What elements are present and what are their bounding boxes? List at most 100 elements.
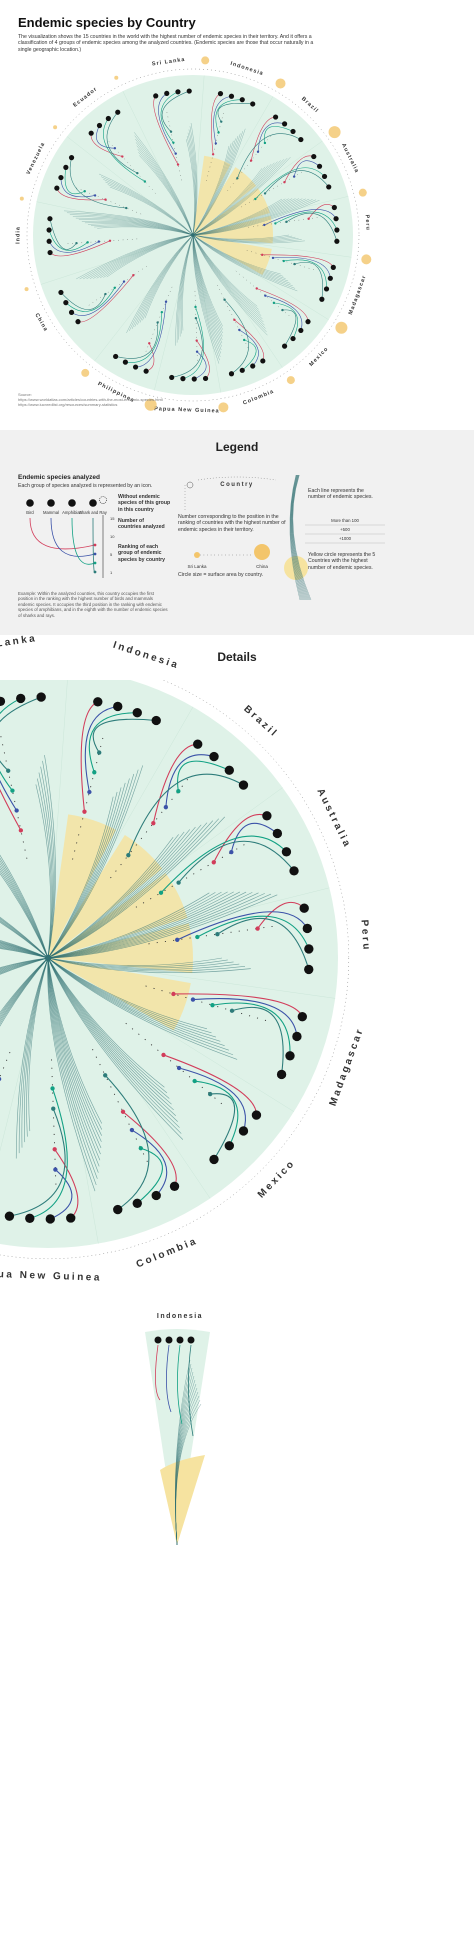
rank-dot bbox=[104, 292, 107, 296]
legend-arc bbox=[71, 517, 96, 565]
species-icon bbox=[186, 88, 192, 94]
rank-arc bbox=[197, 915, 310, 950]
rank-arc bbox=[60, 292, 106, 310]
rank-dot bbox=[229, 1008, 235, 1013]
without-text: Without endemic species of this group in… bbox=[118, 494, 171, 513]
species-icon bbox=[46, 227, 52, 233]
species-line bbox=[47, 893, 265, 959]
species-line bbox=[192, 234, 266, 329]
yellow-sector bbox=[48, 958, 191, 1031]
species-line bbox=[103, 234, 194, 278]
species-icon bbox=[193, 739, 203, 749]
species-line bbox=[0, 957, 49, 1027]
rank-dot bbox=[263, 192, 267, 195]
rank-dot bbox=[75, 241, 78, 245]
rank-dot bbox=[261, 253, 264, 257]
species-line bbox=[192, 138, 236, 236]
species-line bbox=[0, 857, 49, 959]
species-line bbox=[47, 836, 174, 959]
rank-arc bbox=[211, 93, 221, 155]
example-text: Example: Within the analyzed countries, … bbox=[18, 591, 168, 618]
rank-arc bbox=[49, 218, 77, 250]
species-line bbox=[192, 234, 264, 323]
rank-arc bbox=[131, 1129, 168, 1196]
species-icon bbox=[209, 1154, 219, 1165]
species-line bbox=[0, 957, 49, 1021]
rank-dot bbox=[51, 1106, 56, 1111]
rank-arc bbox=[213, 95, 232, 144]
species-icon bbox=[54, 185, 60, 191]
rank-dot bbox=[215, 932, 220, 937]
species-icon bbox=[228, 371, 235, 377]
country-text: Number corresponding to the position in … bbox=[178, 514, 286, 533]
species-line bbox=[134, 234, 194, 327]
species-line bbox=[47, 957, 234, 1056]
yellow-sector bbox=[193, 167, 257, 235]
rank-dot bbox=[192, 1078, 197, 1084]
rank-dot bbox=[156, 321, 159, 324]
species-line bbox=[175, 1403, 202, 1546]
species-line bbox=[47, 892, 210, 959]
legend-icon bbox=[47, 499, 55, 507]
species-line bbox=[192, 198, 296, 236]
rank-dot bbox=[53, 1167, 58, 1172]
rank-dot bbox=[97, 240, 101, 243]
species-line bbox=[42, 760, 55, 959]
species-line bbox=[0, 941, 49, 959]
rank-dot bbox=[151, 821, 156, 826]
rank-dot bbox=[220, 120, 223, 123]
rank-arc bbox=[239, 329, 259, 367]
rank-arc bbox=[264, 170, 329, 194]
axis-tick: 10 bbox=[110, 534, 115, 539]
rank-dot bbox=[176, 880, 181, 885]
rank-arc bbox=[160, 835, 287, 894]
species-line bbox=[192, 234, 268, 336]
species-line bbox=[47, 816, 226, 959]
species-line bbox=[192, 143, 232, 236]
species-line bbox=[134, 132, 194, 236]
yellow-text: Yellow circle represents the 5 Countries… bbox=[308, 552, 376, 571]
rank-dot bbox=[97, 750, 102, 755]
species-icon bbox=[176, 1336, 184, 1344]
rank-dot bbox=[103, 1073, 108, 1078]
species-line bbox=[47, 957, 178, 1122]
species-line bbox=[192, 234, 223, 344]
species-line bbox=[47, 893, 272, 959]
species-icon bbox=[58, 174, 64, 181]
species-icon bbox=[58, 289, 64, 296]
species-line bbox=[192, 157, 291, 236]
rank-arc bbox=[178, 840, 295, 883]
rank-arc bbox=[217, 917, 310, 970]
species-line bbox=[192, 198, 289, 236]
species-line bbox=[47, 891, 228, 959]
legend-group: Bird bbox=[26, 510, 34, 515]
species-line bbox=[47, 957, 102, 1149]
rank-dot bbox=[176, 789, 181, 794]
axis-tick: 15 bbox=[110, 516, 115, 521]
species-line bbox=[47, 957, 103, 1130]
species-line bbox=[47, 892, 259, 959]
rank-arc bbox=[152, 743, 198, 824]
species-line bbox=[47, 787, 122, 959]
yellow-example bbox=[284, 556, 308, 580]
rank-dot bbox=[195, 350, 199, 353]
species-icon bbox=[151, 1190, 161, 1201]
rank-arc bbox=[212, 1002, 291, 1056]
species-line bbox=[47, 957, 172, 1105]
species-line bbox=[0, 863, 49, 959]
species-line bbox=[192, 140, 234, 236]
rank-dot bbox=[211, 860, 216, 865]
species-icon bbox=[251, 1110, 262, 1120]
species-line bbox=[47, 957, 229, 1051]
country-arc bbox=[197, 476, 277, 481]
species-line bbox=[26, 957, 49, 1137]
species-line bbox=[44, 754, 56, 959]
species-line bbox=[94, 225, 194, 236]
species-icon bbox=[132, 364, 139, 370]
rank-dot bbox=[211, 153, 215, 156]
species-title: Endemic species analyzed bbox=[18, 474, 101, 481]
species-line bbox=[47, 957, 103, 1124]
rank-arc bbox=[282, 309, 297, 347]
area-circle bbox=[114, 75, 119, 80]
country-label: Indonesia bbox=[112, 640, 181, 672]
